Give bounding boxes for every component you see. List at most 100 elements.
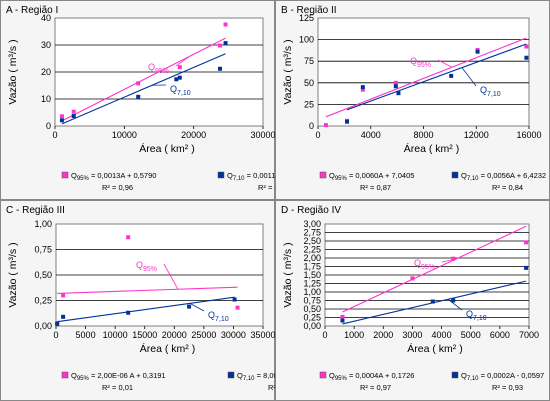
trendline-q7-10: [346, 43, 527, 111]
point-q7-10: [430, 299, 435, 304]
point-q7-10: [475, 49, 480, 54]
y-tick-label: 1,25: [303, 279, 321, 289]
y-tick-label: 25: [304, 99, 314, 109]
legend-equation-q7-10: Q7,10 = 0,0056A + 6,4232: [461, 171, 546, 182]
x-tick-label: 20000: [162, 330, 187, 340]
x-tick-label: 10000: [112, 130, 137, 140]
point-q7-10: [524, 55, 529, 60]
y-tick-label: 2,25: [303, 245, 321, 255]
y-tick-label: 0,00: [303, 321, 321, 331]
y-tick-label: 75: [304, 56, 314, 66]
x-tick-label: 6000: [490, 330, 510, 340]
x-axis-label: Área ( km² ): [407, 342, 462, 355]
y-tick-label: 1,75: [303, 262, 321, 272]
point-q95: [61, 293, 66, 298]
y-tick-label: 125: [299, 13, 314, 23]
x-tick-label: 7000: [519, 330, 539, 340]
legend-swatch-q95: [319, 171, 327, 179]
y-tick-label: 10: [41, 94, 51, 104]
point-q95: [340, 314, 345, 319]
y-tick-label: 0,25: [303, 313, 321, 323]
x-tick-label: 25000: [191, 330, 216, 340]
x-tick-label: 0: [315, 130, 320, 140]
point-q95: [524, 240, 529, 245]
x-tick-label: 1000: [344, 330, 364, 340]
point-q7-10: [396, 91, 401, 96]
chart-panel-4: 0,000,250,500,751,001,251,501,752,002,25…: [275, 200, 550, 401]
trendline-q95: [61, 37, 226, 122]
x-tick-label: 35000: [250, 330, 275, 340]
label-arrow-q95: [175, 55, 191, 67]
legend-r2-q95: R² = 0,01: [102, 383, 133, 392]
y-tick-label: 0,00: [34, 321, 52, 331]
point-q95: [410, 276, 415, 281]
label-arrow-q95: [437, 59, 453, 68]
x-tick-label: 4000: [361, 130, 381, 140]
label-arrow-q95: [163, 263, 179, 290]
point-q95: [71, 109, 76, 114]
legend-swatch-q7-10: [451, 371, 459, 379]
y-axis-label: Vazão ( m³/s ): [7, 242, 19, 307]
trendline-q7-10: [61, 53, 226, 125]
y-tick-label: 0,50: [34, 270, 52, 280]
point-q95: [393, 80, 398, 85]
chart-title: D - Região IV: [281, 205, 341, 216]
y-tick-label: 0,75: [303, 296, 321, 306]
legend-r2-q7-10: R² = 0,92: [258, 183, 289, 192]
x-axis-label: Área ( km² ): [140, 342, 195, 355]
y-tick-label: 40: [41, 13, 51, 23]
point-q7-10: [223, 41, 228, 46]
y-tick-label: 100: [299, 35, 314, 45]
label-arrow-q7-10: [189, 302, 205, 312]
label-arrow-q7-10: [461, 67, 477, 87]
point-q95: [177, 65, 182, 70]
x-tick-label: 12000: [464, 130, 489, 140]
y-tick-label: 2,75: [303, 228, 321, 238]
x-tick-label: 16000: [516, 130, 541, 140]
point-q95: [360, 87, 365, 92]
y-tick-label: 0: [46, 121, 51, 131]
point-q95: [223, 22, 228, 27]
legend-swatch-q7-10: [217, 171, 225, 179]
legend-swatch-q95: [319, 371, 327, 379]
x-tick-label: 10000: [103, 330, 128, 340]
x-tick-label: 8000: [413, 130, 433, 140]
legend-equation-q95: Q95% = 0,0013A + 0,5790: [71, 171, 156, 182]
legend-equation-q95: Q95% = 2,00E-06 A + 0,3191: [71, 371, 166, 382]
x-tick-label: 0: [52, 130, 57, 140]
point-q7-10: [524, 265, 529, 270]
x-tick-label: 5000: [461, 330, 481, 340]
y-axis-label: Vazão ( m³/s ): [282, 39, 294, 104]
x-tick-label: 20000: [181, 130, 206, 140]
point-q7-10: [449, 73, 454, 78]
trendline-q7-10: [57, 296, 235, 323]
legend-r2-q7-10: R² = 0,84: [492, 183, 523, 192]
point-q7-10: [126, 310, 131, 315]
legend-r2-q95: R² = 0,96: [102, 183, 133, 192]
y-tick-label: 0,50: [303, 304, 321, 314]
y-tick-label: 0: [309, 121, 314, 131]
label-arrow-q7-10: [447, 299, 463, 311]
point-q7-10: [345, 119, 350, 124]
x-tick-label: 15000: [132, 330, 157, 340]
point-q7-10: [55, 321, 60, 326]
y-tick-label: 1,00: [34, 219, 52, 229]
legend-equation-q95: Q95% = 0,0004A + 0,1726: [329, 371, 414, 382]
chart-panel-2: 0 25 50 75 100 125 0 4000 8000 12000 16000 B - Regi…: [275, 0, 550, 200]
trendline-q95: [57, 286, 238, 294]
legend-equation-q95: Q95% = 0,0060A + 7,0405: [329, 171, 414, 182]
point-q95: [136, 81, 141, 86]
y-tick-label: 20: [41, 67, 51, 77]
chart-panel-1: 0 10 20 30 40 0 10000 20000 30000 A - Região I Áre…: [0, 0, 310, 200]
point-q95: [524, 44, 529, 49]
y-tick-label: 3,00: [303, 219, 321, 229]
x-axis-label: Área ( km² ): [139, 142, 194, 155]
point-q7-10: [340, 318, 345, 323]
point-q95: [235, 305, 240, 310]
chart-title: C - Região III: [6, 205, 65, 216]
legend-r2-q7-10: R² = 0,93: [492, 383, 523, 392]
x-tick-label: 4000: [432, 330, 452, 340]
legend-swatch-q95: [61, 171, 69, 179]
y-tick-label: 1,00: [303, 287, 321, 297]
